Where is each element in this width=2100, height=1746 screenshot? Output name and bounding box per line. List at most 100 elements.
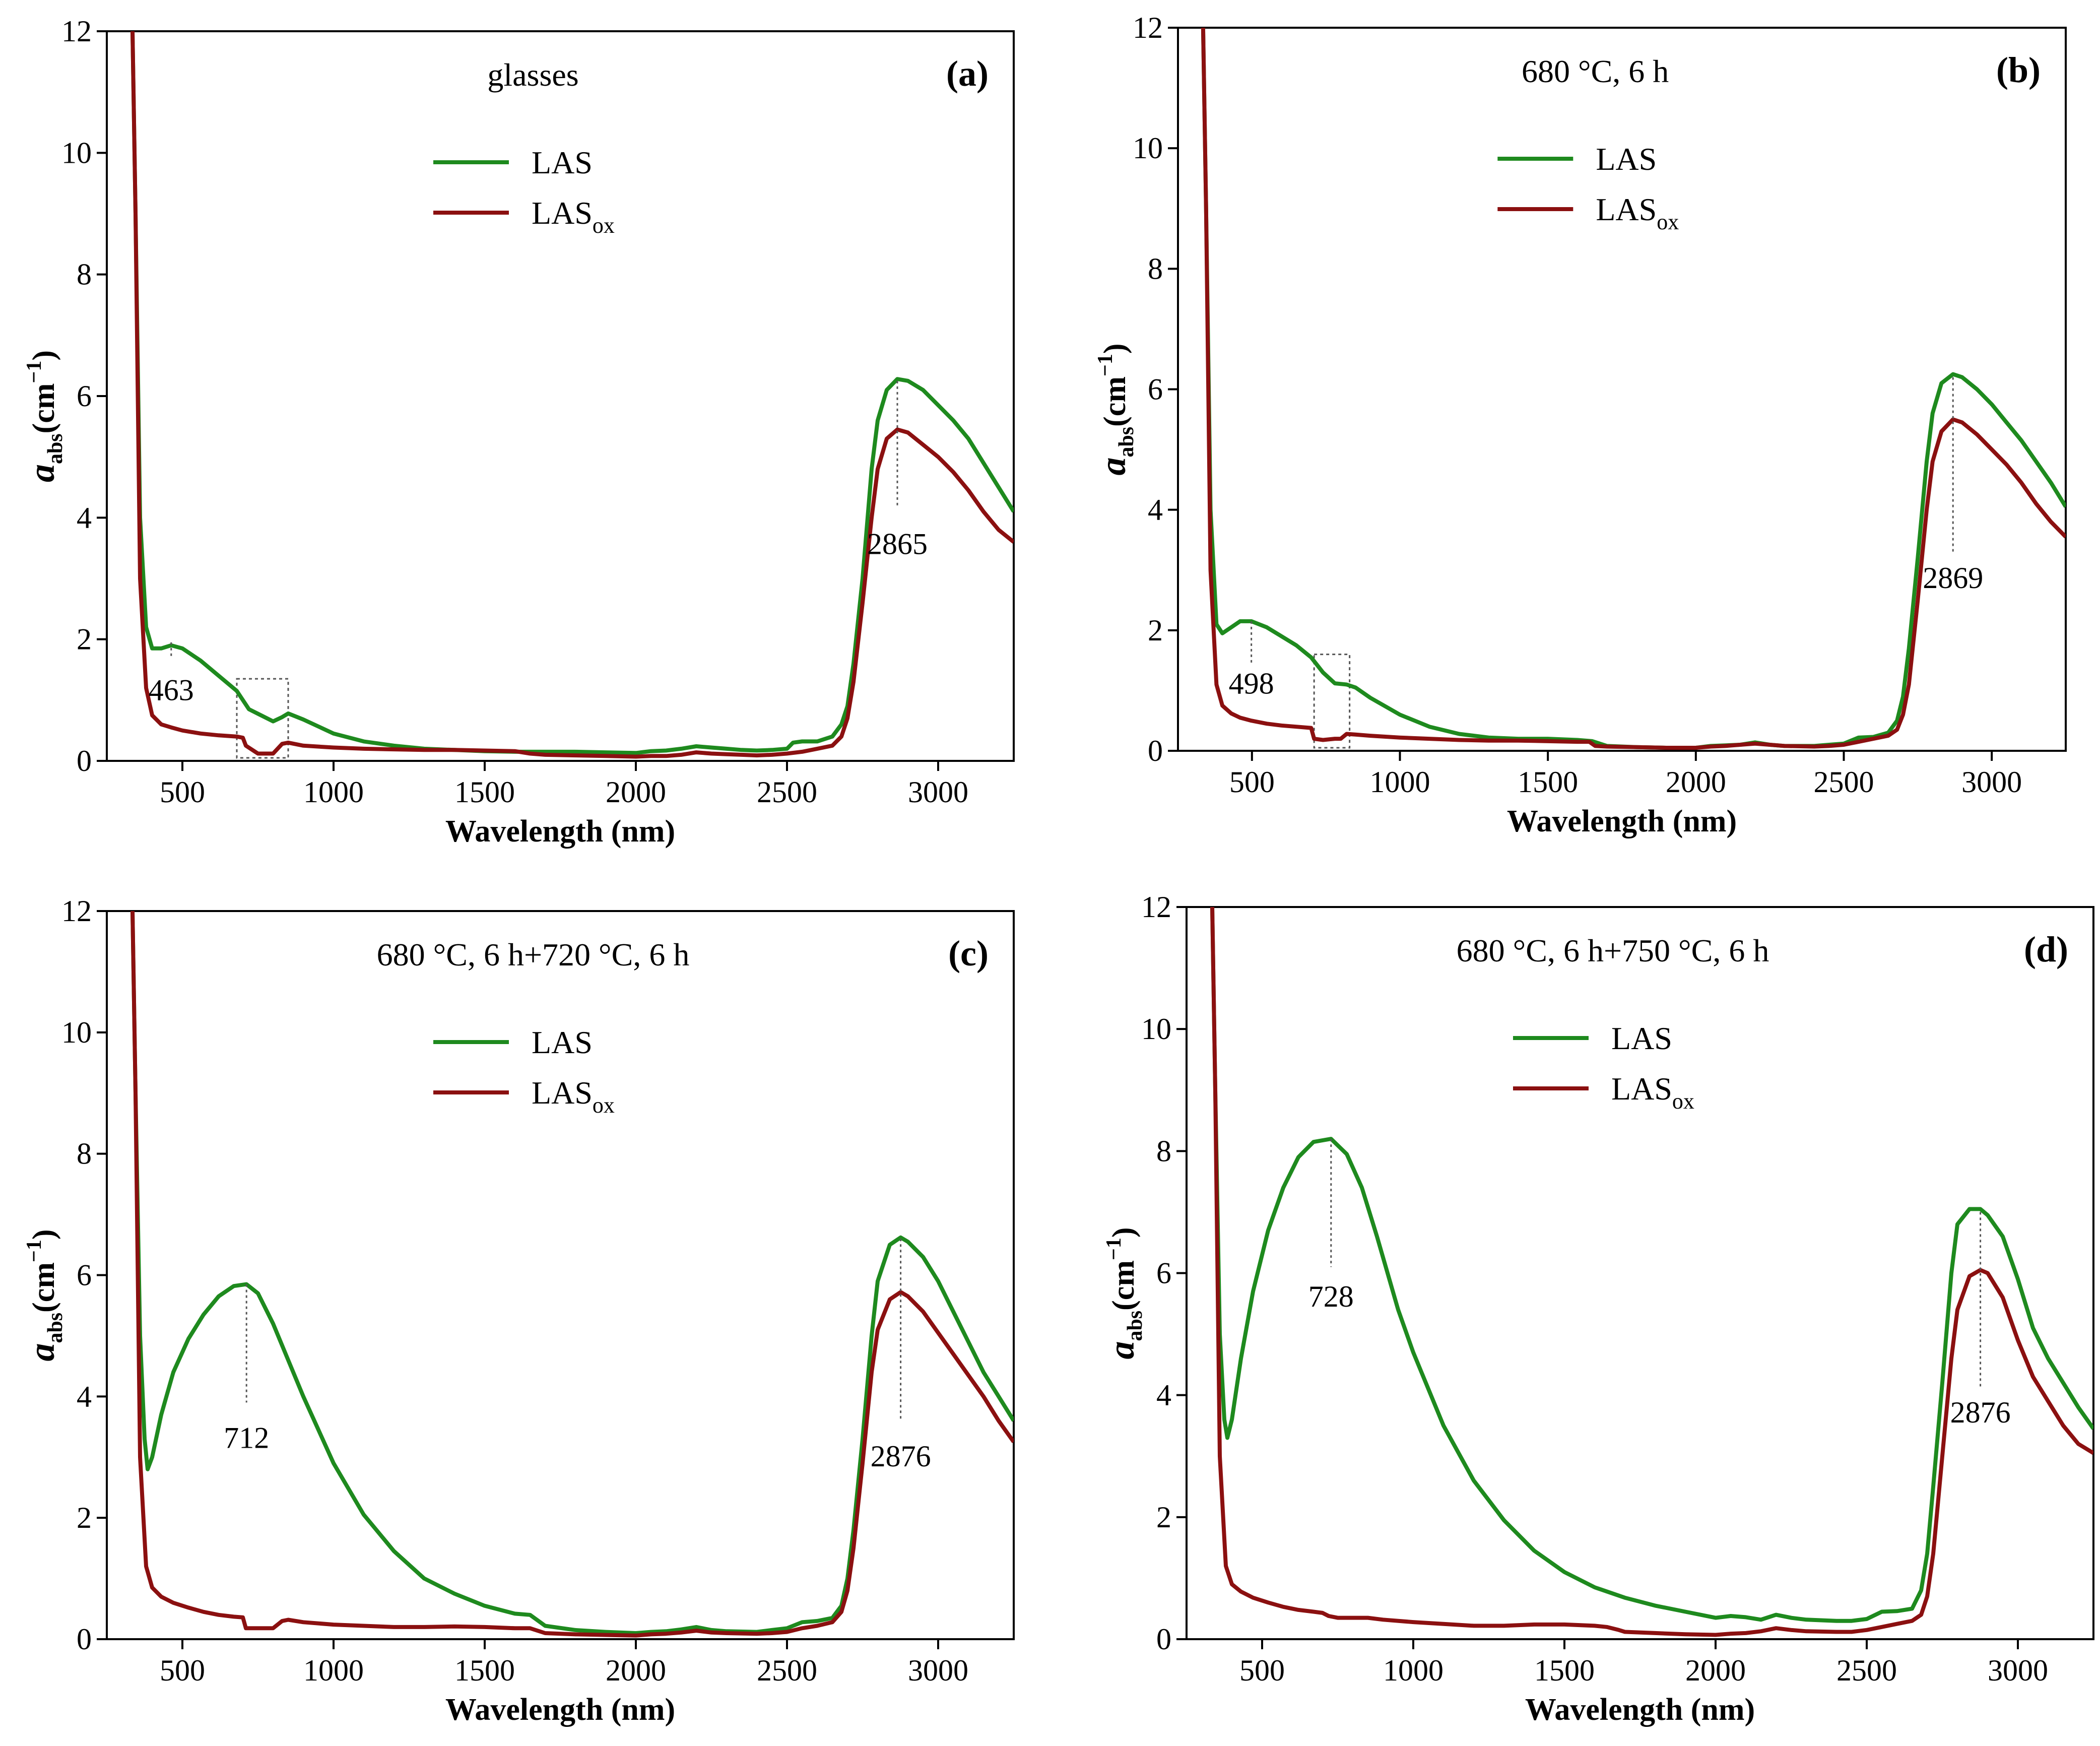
y-axis-title: aabs(cm−1) <box>22 1229 67 1361</box>
y-tick-label: 12 <box>1133 11 1163 44</box>
legend-label-las: LAS <box>1611 1020 1672 1056</box>
legend-label-main: LAS <box>532 145 593 180</box>
x-axis-title: Wavelength (nm) <box>1525 1693 1755 1727</box>
legend-label-las: LAS <box>1596 141 1657 177</box>
series-line-las-ox <box>1201 28 2066 750</box>
legend-label-las-ox: LASox <box>532 1075 615 1118</box>
inset-dotted-box <box>1313 654 1351 749</box>
x-tick-label: 2000 <box>606 775 666 809</box>
x-tick-label: 1000 <box>303 1654 364 1687</box>
y-tick-label: 12 <box>61 894 92 928</box>
y-axis-title: aabs(cm−1) <box>22 350 67 482</box>
panel-tag: (c) <box>948 933 989 974</box>
y-axis-unit-close: ) <box>27 1229 61 1240</box>
chart-panel-b: 500 1000 1500 2000 2500 3000 0 2 4 6 8 10 12 Waveleng… <box>1093 11 2067 838</box>
peak-label: 712 <box>224 1421 269 1455</box>
x-tick-label: 1000 <box>1370 765 1430 799</box>
y-tick-label: 10 <box>1141 1012 1171 1046</box>
x-tick-label: 500 <box>160 1654 205 1687</box>
x-tick-label: 500 <box>1229 765 1275 799</box>
y-tick-label: 0 <box>1156 1623 1171 1656</box>
legend-label-main: LAS <box>1611 1020 1672 1056</box>
y-axis-symbol: a <box>22 464 62 482</box>
x-tick-label: 3000 <box>1961 765 2022 799</box>
y-axis-unit-sup: −1 <box>23 1240 46 1262</box>
inset-dotted-box <box>236 678 289 759</box>
series-line-las <box>1210 907 2093 1623</box>
chart-panel-c: 500 1000 1500 2000 2500 3000 0 2 4 6 8 10 12 Waveleng… <box>22 894 1015 1727</box>
chart-panel-a: 500 1000 1500 2000 2500 3000 0 2 4 6 8 10 12 Waveleng… <box>22 15 1015 849</box>
x-tick-label: 3000 <box>908 775 968 809</box>
x-tick-label: 2500 <box>757 1654 817 1687</box>
condition-label: 680 °C, 6 h+750 °C, 6 h <box>1457 933 1769 968</box>
y-tick-label: 8 <box>1156 1134 1171 1168</box>
y-axis-unit-close: ) <box>27 350 61 361</box>
chart-panel-d: 500 1000 1500 2000 2500 3000 0 2 4 6 8 10 12 Waveleng… <box>1101 890 2094 1727</box>
y-tick-label: 6 <box>1156 1257 1171 1290</box>
y-tick-label: 0 <box>1148 734 1163 767</box>
y-axis-symbol: a <box>1101 1341 1142 1360</box>
peak-label: 728 <box>1308 1280 1354 1313</box>
y-tick-label: 6 <box>77 379 92 413</box>
plot-frame <box>1186 906 2094 1640</box>
panel-tag: (a) <box>946 53 989 94</box>
x-tick-label: 1500 <box>1534 1654 1595 1687</box>
x-tick-label: 2500 <box>1836 1654 1897 1687</box>
legend-label-main: LAS <box>532 195 593 231</box>
y-axis-unit: (cm <box>27 1262 61 1313</box>
y-tick-label: 2 <box>1156 1501 1171 1534</box>
x-tick-label: 1500 <box>454 775 515 809</box>
series-line-las <box>130 31 1014 755</box>
x-axis-title: Wavelength (nm) <box>1507 804 1737 838</box>
y-axis-unit-sup: −1 <box>1094 354 1117 376</box>
y-tick-label: 6 <box>77 1259 92 1292</box>
legend-label-main: LAS <box>1596 141 1657 177</box>
y-tick-label: 2 <box>77 623 92 656</box>
peak-label: 2865 <box>867 528 928 561</box>
y-tick-label: 2 <box>1148 614 1163 647</box>
x-tick-label: 2000 <box>606 1654 666 1687</box>
x-tick-label: 500 <box>1239 1654 1285 1687</box>
y-axis-subscript: abs <box>44 433 67 464</box>
x-tick-label: 1500 <box>1518 765 1578 799</box>
x-tick-label: 2500 <box>757 775 817 809</box>
y-tick-label: 10 <box>61 136 92 169</box>
legend-label-main: LAS <box>532 1075 593 1111</box>
x-tick-label: 1500 <box>454 1654 515 1687</box>
condition-label: glasses <box>487 57 578 93</box>
peak-label: 498 <box>1229 667 1274 700</box>
y-tick-label: 4 <box>1148 493 1163 527</box>
y-axis-symbol: a <box>1093 458 1133 476</box>
series-line-las <box>1201 28 2066 750</box>
y-tick-label: 10 <box>1133 132 1163 165</box>
y-axis-title: aabs(cm−1) <box>1093 343 1138 475</box>
y-tick-label: 8 <box>77 1137 92 1171</box>
x-tick-label: 1000 <box>1383 1654 1443 1687</box>
legend-label-las: LAS <box>532 145 593 180</box>
y-axis-unit-close: ) <box>1106 1227 1141 1238</box>
y-tick-label: 4 <box>77 501 92 534</box>
y-axis-symbol: a <box>22 1343 62 1362</box>
y-tick-label: 10 <box>61 1016 92 1049</box>
legend-label-las-ox: LASox <box>1611 1071 1694 1114</box>
series-line-las-ox <box>130 911 1014 1638</box>
condition-label: 680 °C, 6 h <box>1522 53 1669 89</box>
y-axis-title: aabs(cm−1) <box>1101 1227 1147 1359</box>
y-axis-unit: (cm <box>1106 1260 1141 1311</box>
y-axis-unit-sup: −1 <box>1102 1238 1126 1260</box>
y-axis-subscript: abs <box>44 1313 67 1343</box>
y-tick-label: 8 <box>77 258 92 291</box>
x-tick-label: 2000 <box>1666 765 1726 799</box>
series-line-las <box>130 911 1014 1635</box>
legend-label-las-ox: LASox <box>532 195 615 238</box>
legend-label-las-ox: LASox <box>1596 191 1679 234</box>
legend-label-sub: ox <box>593 213 615 238</box>
y-tick-label: 4 <box>1156 1379 1171 1412</box>
panel-tag: (d) <box>2024 929 2068 969</box>
x-tick-label: 3000 <box>1988 1654 2048 1687</box>
peak-label: 2869 <box>1923 561 1983 595</box>
x-axis-title: Wavelength (nm) <box>445 814 675 849</box>
peak-label: 2876 <box>1950 1396 2011 1429</box>
y-tick-label: 0 <box>77 744 92 778</box>
